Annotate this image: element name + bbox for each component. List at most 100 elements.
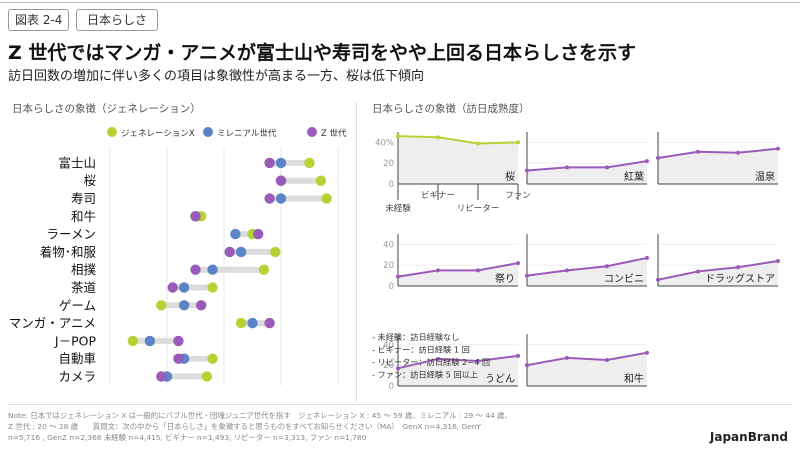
data-point: [696, 269, 700, 274]
legend-label: ミレニアル世代: [217, 128, 277, 139]
series-line: [657, 260, 779, 281]
data-point: [525, 363, 529, 368]
brand-logo: JapanBrand: [709, 430, 788, 444]
data-point: [264, 317, 275, 329]
category-label: 相撲: [71, 262, 97, 277]
data-point: [207, 264, 218, 275]
data-point: [396, 134, 400, 139]
definition-note: - ファン：訪日経験 5 回以上: [372, 370, 478, 380]
topic-tag: 日本らしさ: [76, 9, 159, 31]
data-point: [565, 165, 569, 170]
category-label: 富士山: [58, 155, 96, 170]
top-rule: [0, 2, 800, 3]
data-point: [736, 150, 740, 155]
legend-marker: [107, 127, 117, 137]
y-tick-label: 40%: [375, 138, 394, 148]
data-point: [315, 175, 327, 186]
data-point: [436, 268, 440, 273]
series-line: [526, 160, 648, 172]
data-point: [190, 264, 201, 275]
data-point: [207, 282, 218, 293]
data-point: [696, 149, 700, 154]
category-label: 寿司: [71, 191, 96, 206]
data-point: [264, 157, 275, 169]
category-label: 着物･和服: [40, 244, 97, 259]
x-tick-label: ビギナー: [421, 191, 455, 201]
y-tick-label: 20: [383, 361, 394, 371]
data-point: [525, 273, 529, 278]
data-point: [565, 268, 569, 273]
data-point: [476, 141, 480, 146]
data-point: [173, 335, 184, 347]
footnote-line: n=5,716 , GenZ n=2,368 未経験 n=4,415, ビギナー…: [8, 433, 367, 442]
panel-name: 桜: [505, 170, 515, 183]
data-point: [178, 282, 190, 293]
data-point: [436, 135, 440, 140]
data-point: [645, 350, 649, 355]
data-point: [224, 246, 235, 258]
data-point: [196, 300, 207, 311]
series-area: [658, 261, 778, 286]
legend-label: ジェネレーションX: [121, 129, 195, 139]
data-point: [258, 264, 270, 275]
panel-name: 和牛: [624, 372, 644, 385]
panel-name: ドラッグストア: [705, 272, 775, 285]
legend-marker: [203, 127, 213, 137]
data-point: [656, 277, 660, 282]
series-area: [398, 355, 518, 386]
category-label: マンガ・アニメ: [9, 316, 96, 331]
data-point: [476, 359, 480, 364]
series-area: [398, 136, 518, 184]
legend-marker: [307, 127, 317, 137]
series-area: [658, 148, 778, 184]
data-point: [525, 168, 529, 173]
panel-name: うどん: [485, 373, 515, 385]
data-point: [275, 157, 287, 169]
y-tick-label: 40: [383, 240, 394, 250]
definition-note: - 未経験：訪日経験なし: [372, 332, 459, 342]
data-point: [201, 371, 213, 382]
y-tick-label: 0: [389, 382, 394, 392]
data-point: [321, 193, 332, 204]
legend-label: Z 世代: [321, 128, 347, 139]
data-point: [173, 353, 184, 364]
data-point: [253, 228, 264, 240]
data-point: [235, 246, 247, 258]
data-point: [436, 356, 440, 361]
y-tick-label: 0: [389, 180, 394, 190]
panel-name: 温泉: [755, 170, 775, 183]
data-point: [235, 317, 247, 329]
data-point: [275, 175, 287, 186]
category-label: 桜: [83, 173, 96, 188]
footnote-line: Note: 日本ではジェネレーション X は一般的にバブル世代・団塊ジュニア世代…: [8, 411, 512, 420]
data-point: [396, 274, 400, 279]
data-point: [396, 366, 400, 371]
series-line: [397, 354, 519, 370]
x-tick-label: 未経験: [385, 203, 411, 214]
data-point: [516, 353, 520, 358]
x-tick-label: リピーター: [457, 204, 500, 214]
category-label: 自動車: [58, 351, 96, 366]
series-area: [527, 352, 647, 386]
data-point: [230, 228, 241, 240]
data-point: [776, 259, 780, 264]
y-tick-label: 40: [383, 340, 394, 350]
y-tick-label: 20: [383, 159, 394, 169]
panel-name: 祭り: [495, 273, 515, 285]
figure-label: 図表 2-4: [8, 9, 70, 31]
y-tick-label: 0: [389, 282, 394, 292]
data-point: [516, 140, 520, 145]
data-point: [144, 335, 156, 347]
data-point: [275, 193, 287, 204]
data-point: [167, 282, 178, 293]
left-panel-title: 日本らしさの象徴（ジェネレーション）: [12, 103, 201, 115]
data-point: [270, 246, 281, 258]
series-line: [526, 256, 648, 277]
series-line: [657, 147, 779, 159]
data-point: [516, 261, 520, 266]
x-tick-label: ファン: [505, 191, 531, 201]
data-point: [190, 211, 201, 222]
subhead: 訪日回数の増加に伴い多くの項目は象徴性が高まる一方、桜は低下傾向: [8, 69, 425, 84]
